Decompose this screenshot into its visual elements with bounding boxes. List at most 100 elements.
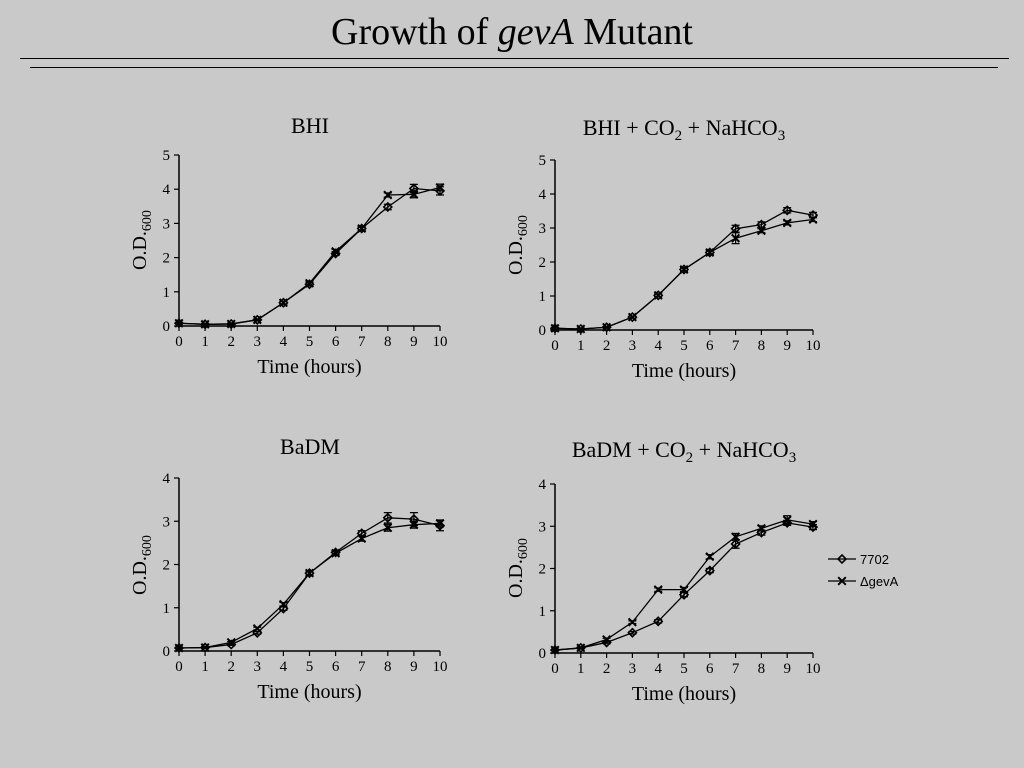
data-point-x <box>627 312 637 322</box>
data-point-x <box>782 218 792 228</box>
y-tick-label: 5 <box>163 148 171 164</box>
title-rule-top <box>20 58 1009 59</box>
y-tick-label: 4 <box>163 182 171 198</box>
data-point-x <box>782 515 792 525</box>
error-bar <box>383 203 392 211</box>
x-axis-label: Time (hours) <box>257 356 361 378</box>
data-point-x <box>576 324 586 334</box>
y-tick-label: 1 <box>163 601 171 617</box>
x-tick-label: 1 <box>201 659 209 675</box>
x-tick-label: 3 <box>629 661 637 677</box>
x-tick-label: 7 <box>732 338 740 354</box>
x-tick-label: 5 <box>680 661 688 677</box>
x-tick-label: 6 <box>332 334 340 350</box>
x-tick-label: 10 <box>433 659 448 675</box>
y-axis-label-text: O.D. <box>505 559 527 598</box>
data-point-diamond <box>382 201 393 213</box>
chart-title-part: BHI <box>291 113 329 138</box>
x-tick-label: 1 <box>201 334 209 350</box>
data-point-diamond <box>330 248 341 259</box>
x-tick-label: 6 <box>706 661 714 677</box>
title-prefix: Growth of <box>331 11 498 53</box>
data-point-x <box>653 290 663 300</box>
series-line <box>554 522 814 651</box>
y-tick-label: 4 <box>539 187 547 203</box>
chart-title: BHI <box>291 113 329 138</box>
y-axis-label-subscript: 600 <box>140 210 155 231</box>
chart-title: BHI + CO2 + NaHCO3 <box>583 115 785 144</box>
y-tick-label: 4 <box>539 477 547 493</box>
x-tick-label: 9 <box>410 659 418 675</box>
chart-title-subscript: 2 <box>675 128 683 144</box>
y-tick-label: 1 <box>163 285 171 301</box>
y-tick-label: 5 <box>539 153 547 169</box>
series-x <box>174 518 445 653</box>
x-tick-label: 2 <box>603 661 611 677</box>
data-point-diamond <box>730 538 741 550</box>
x-tick-label: 4 <box>654 661 662 677</box>
data-point-x <box>304 568 315 578</box>
data-point-x <box>435 182 445 192</box>
data-point-x <box>756 523 766 533</box>
x-tick-label: 9 <box>783 338 791 354</box>
data-point-x <box>278 599 288 609</box>
series-diamond <box>173 512 446 654</box>
data-point-x <box>731 532 741 542</box>
x-tick-label: 8 <box>758 338 766 354</box>
x-axis-label: Time (hours) <box>632 360 736 382</box>
slide-title: Growth of gevA Mutant <box>0 10 1024 54</box>
chart-title: BaDM + CO2 + NaHCO3 <box>572 437 796 466</box>
y-tick-label: 0 <box>163 319 171 335</box>
data-point-x <box>435 518 445 528</box>
x-tick-label: 7 <box>358 334 366 350</box>
y-axis-label: O.D.600 <box>129 210 155 270</box>
data-point-x <box>200 643 210 653</box>
x-tick-label: 10 <box>806 338 821 354</box>
y-tick-label: 1 <box>539 604 547 620</box>
y-axis-label: O.D.600 <box>129 535 155 595</box>
data-point-x <box>226 637 236 647</box>
x-tick-label: 9 <box>410 334 418 350</box>
data-point-x <box>679 264 689 274</box>
x-tick-label: 0 <box>551 661 559 677</box>
x-tick-label: 7 <box>732 661 740 677</box>
y-tick-label: 3 <box>539 221 547 237</box>
chart-title-subscript: 3 <box>778 128 786 144</box>
legend-label: ΔgevA <box>860 574 899 589</box>
y-tick-label: 3 <box>539 519 547 535</box>
legend-label: 7702 <box>860 552 889 567</box>
y-tick-label: 4 <box>163 471 171 487</box>
growth-chart-3: BaDM 0 1 2 3 4 5 6 7 8 9 10 0 1 2 3 4 Time (hours) O.D.600 <box>129 434 448 703</box>
x-tick-label: 7 <box>358 659 366 675</box>
data-point-x <box>808 214 818 225</box>
x-tick-label: 3 <box>629 338 637 354</box>
data-point-x <box>409 189 419 199</box>
x-tick-label: 2 <box>603 338 611 354</box>
data-point-x <box>731 233 741 243</box>
data-point-x <box>383 523 393 533</box>
series-line <box>178 522 441 649</box>
x-tick-label: 4 <box>280 659 288 675</box>
series-line <box>554 519 814 651</box>
x-tick-label: 10 <box>433 334 448 350</box>
data-point-x <box>252 315 262 325</box>
data-point-diamond <box>653 616 664 627</box>
data-point-x <box>679 585 689 595</box>
chart-title-subscript: 3 <box>789 450 797 466</box>
data-point-x <box>550 323 560 333</box>
data-point-x <box>576 643 586 653</box>
x-tick-label: 5 <box>680 338 688 354</box>
legend-diamond-marker <box>836 553 848 565</box>
x-tick-label: 4 <box>280 334 288 350</box>
y-axis-label-text: O.D. <box>129 231 151 270</box>
series-diamond <box>173 183 446 330</box>
x-tick-label: 0 <box>551 338 559 354</box>
series-x <box>550 214 818 334</box>
chart-title-part: BHI + CO <box>583 115 675 140</box>
data-point-x <box>174 318 184 328</box>
x-tick-label: 1 <box>577 338 585 354</box>
x-axis-label: Time (hours) <box>257 681 361 703</box>
